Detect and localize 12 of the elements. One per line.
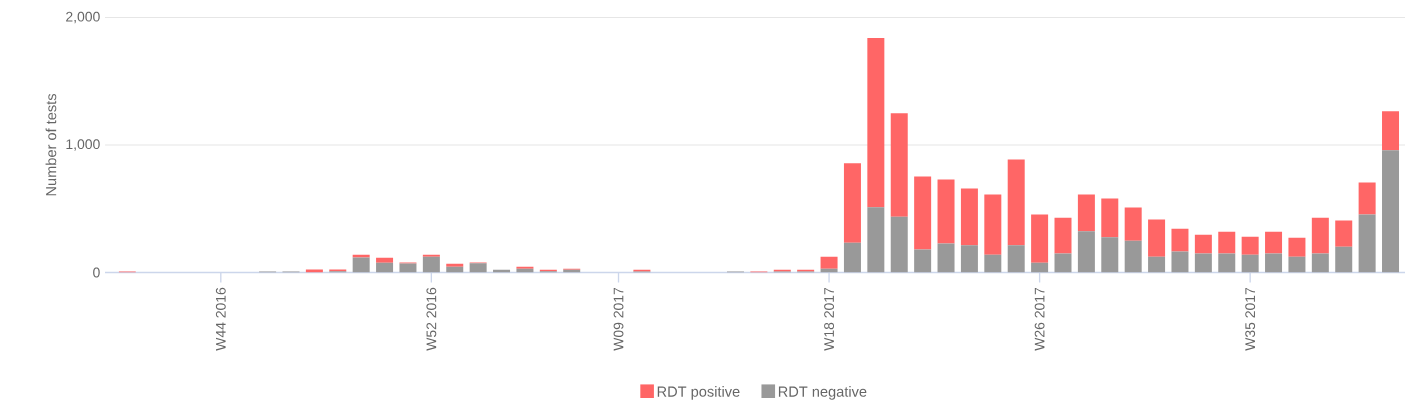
x-tick-label: W35 2017	[1245, 287, 1256, 351]
y-tick-label: 2,000	[66, 11, 100, 24]
y-axis-title: Number of tests	[45, 93, 57, 196]
y-tick-label: 1,000	[66, 139, 100, 151]
x-tick-label: W18 2017	[824, 287, 835, 351]
y-tick-label: 0	[93, 267, 100, 278]
x-tick-label: W09 2017	[613, 287, 624, 351]
x-tick-label: W26 2017	[1034, 287, 1045, 351]
x-tick-label: W52 2016	[426, 287, 437, 351]
legend-label: RDT negative	[778, 386, 867, 400]
legend-label: RDT positive	[657, 386, 740, 400]
x-tick-label: W44 2016	[215, 287, 226, 351]
